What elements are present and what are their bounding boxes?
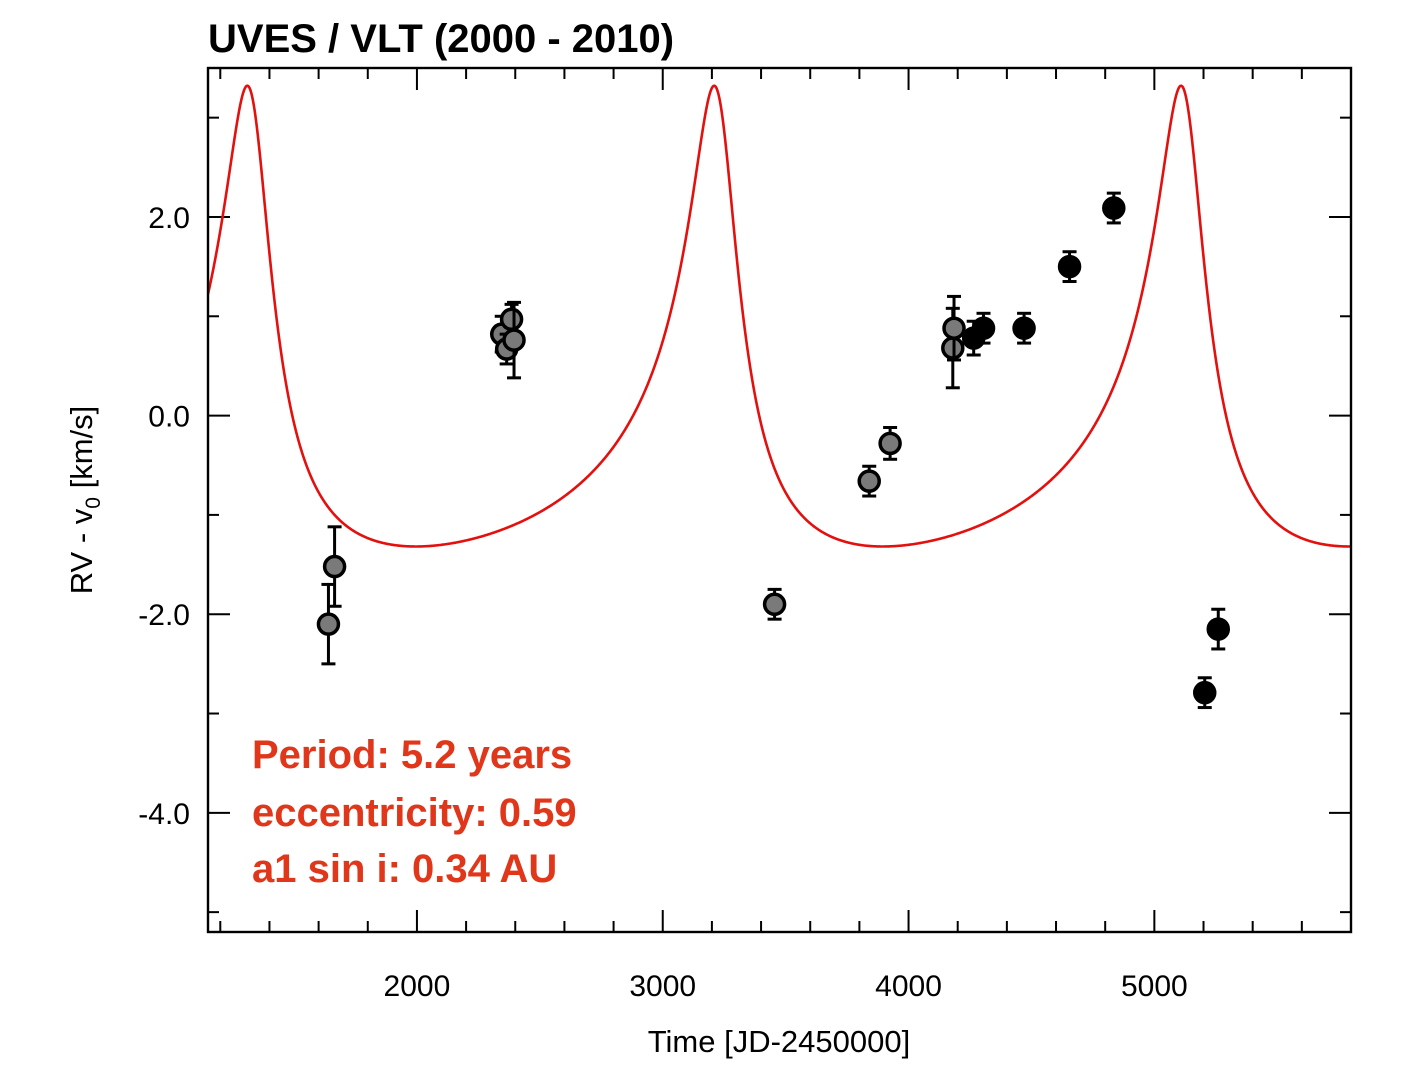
y-axis-label-subscript: 0: [82, 497, 105, 509]
x-tick-label: 3000: [629, 970, 696, 1003]
y-axis-label-tail: [km/s]: [64, 406, 99, 497]
y-tick-label: -4.0: [138, 798, 190, 831]
point-marker: [942, 316, 966, 340]
y-axis-tick-labels: 2.0 0.0 -2.0 -4.0: [138, 202, 190, 831]
x-axis-label: Time [JD-2450000]: [648, 1024, 910, 1059]
plot-frame: [206, 66, 1353, 934]
point-marker: [762, 592, 787, 617]
rv-data-point: [857, 464, 881, 498]
point-marker: [878, 431, 902, 456]
rv-data-point: [1057, 250, 1082, 284]
rv-data-point: [1102, 191, 1126, 225]
rv-data-point: [502, 300, 526, 380]
y-axis-label-main: RV - v: [64, 508, 99, 594]
y-tick-label: 0.0: [148, 401, 190, 434]
point-marker: [1192, 680, 1217, 705]
y-axis-label: RV - v0 [km/s]: [64, 406, 105, 595]
orbit-annotations: Period: 5.2 years eccentricity: 0.59 a1 …: [252, 733, 577, 891]
y-axis-ticks: [208, 116, 1351, 914]
rv-data-point: [1206, 607, 1231, 651]
rv-data-point: [1012, 311, 1036, 345]
orbit-fit-curve: [208, 84, 1351, 548]
point-marker: [322, 554, 347, 579]
rv-data-point: [942, 294, 966, 362]
rv-data-points: [316, 191, 1231, 710]
point-marker: [971, 316, 996, 340]
y-tick-label: -2.0: [138, 599, 190, 632]
annotation-period: Period: 5.2 years: [252, 733, 572, 777]
rv-data-point: [322, 525, 347, 608]
rv-data-point: [316, 582, 341, 666]
point-marker: [316, 612, 341, 636]
point-marker: [1206, 617, 1231, 641]
point-marker: [499, 307, 524, 332]
x-tick-label: 5000: [1121, 970, 1188, 1003]
point-marker: [1057, 254, 1082, 279]
point-marker: [1012, 316, 1036, 340]
chart-title: UVES / VLT (2000 - 2010): [208, 17, 674, 61]
rv-data-point: [1192, 676, 1217, 710]
rv-data-point: [762, 587, 787, 621]
annotation-eccentricity: eccentricity: 0.59: [252, 791, 577, 835]
rv-data-point: [878, 426, 902, 461]
x-tick-label: 4000: [875, 970, 942, 1003]
annotation-semimajor-axis: a1 sin i: 0.34 AU: [252, 847, 557, 891]
y-tick-label: 2.0: [148, 202, 190, 235]
point-marker: [1102, 196, 1126, 220]
point-marker: [857, 469, 881, 493]
rv-data-point: [971, 311, 996, 345]
point-marker: [502, 328, 526, 352]
x-axis-tick-labels: 2000 3000 4000 5000: [384, 970, 1188, 1003]
x-tick-label: 2000: [384, 970, 451, 1003]
